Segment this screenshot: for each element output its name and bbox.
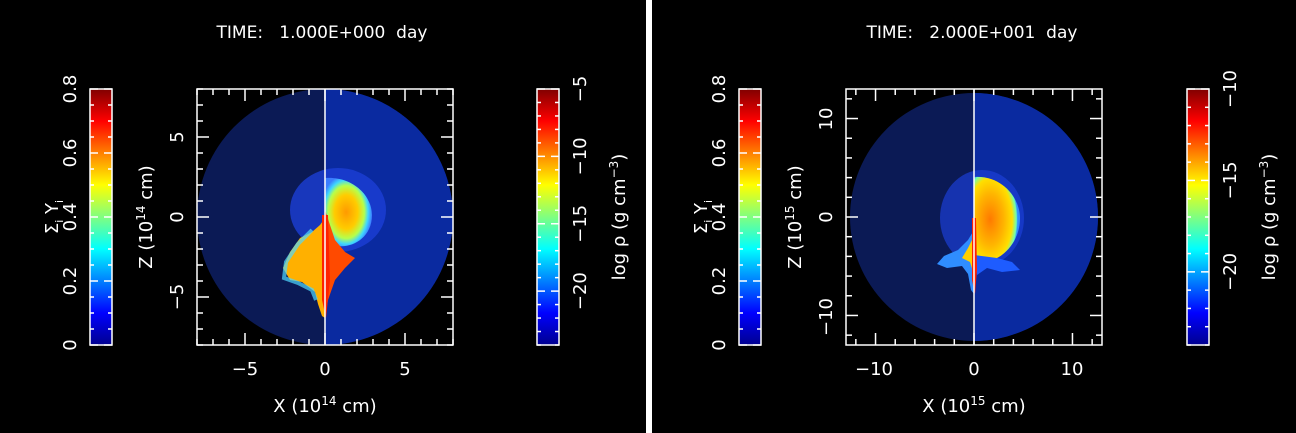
left-colorbar-ticks	[739, 88, 761, 346]
colorbar-tick-label: 0.2	[60, 267, 81, 296]
panel-title: TIME: 1.000E+000 day	[216, 23, 428, 43]
x-axis-label: X (1014 cm)	[273, 394, 376, 417]
y-tick-label: 10	[816, 108, 837, 131]
colorbar-tick-label: 0	[60, 339, 81, 350]
colorbar-tick-label: −10	[570, 137, 591, 175]
colorbar-tick-label: 0.6	[60, 139, 81, 168]
colorbar-tick-label: 0.8	[60, 75, 81, 104]
left-panel: TIME: 1.000E+000 day Σi Yi −5 0 5 X (101…	[0, 0, 646, 433]
right-colorbar	[536, 88, 560, 346]
x-tick-label: 0	[968, 359, 979, 380]
y-axis-label: Z (1015 cm)	[783, 165, 806, 268]
right-colorbar-ticks	[537, 88, 559, 346]
left-panel-svg: TIME: 1.000E+000 day Σi Yi −5 0 5 X (101…	[42, 23, 630, 417]
x-tick-label: 10	[1061, 359, 1084, 380]
y-tick-label: −5	[167, 284, 188, 311]
bubble	[325, 177, 372, 247]
jet-core	[322, 215, 330, 318]
left-plume-core	[962, 236, 974, 275]
heatmap-image	[197, 89, 453, 345]
disk-right-half	[974, 93, 1098, 341]
right-plume	[325, 210, 355, 316]
x-tick-label: 0	[319, 359, 330, 380]
colorbar-tick-label: 0.2	[709, 267, 730, 296]
y-tick-label: 0	[816, 211, 837, 222]
x-axis-label: X (1015 cm)	[922, 394, 1025, 417]
right-colorbar-label: log ρ (g cm−3)	[607, 154, 630, 281]
left-colorbar-ticks	[90, 88, 112, 346]
right-panel: TIME: 2.000E+001 day Σi Yi −10 0 10 X (1…	[652, 0, 1296, 433]
panel-title: TIME: 2.000E+001 day	[866, 23, 1078, 43]
colorbar-tick-label: −20	[1220, 253, 1241, 291]
x-tick-label: −10	[855, 359, 893, 380]
right-colorbar-ticks	[1187, 88, 1209, 346]
y-axis-label: Z (1014 cm)	[134, 165, 157, 268]
left-colorbar-label: Σi Yi	[42, 200, 66, 234]
left-plume	[283, 218, 325, 318]
plot-ticks	[846, 89, 1102, 345]
y-tick-label: −10	[816, 298, 837, 336]
colorbar-tick-label: 0.4	[709, 203, 730, 232]
colorbar-tick-label: −15	[570, 205, 591, 243]
colorbar-tick-label: 0.4	[60, 203, 81, 232]
right-plume	[974, 255, 1020, 275]
colorbar-tick-label: −5	[570, 76, 591, 103]
disk-right-half	[325, 89, 453, 345]
x-tick-label: 5	[399, 359, 410, 380]
colorbar-tick-label: 0	[709, 339, 730, 350]
colorbar-tick-label: −10	[1220, 70, 1241, 108]
colorbar-tick-label: −15	[1220, 161, 1241, 199]
colorbar-tick-label: 0.8	[709, 75, 730, 104]
plot-ticks	[196, 88, 454, 346]
left-colorbar-label: Σi Yi	[691, 200, 715, 234]
bubble	[974, 176, 1020, 262]
colorbar-tick-label: −20	[570, 272, 591, 310]
right-colorbar-label: log ρ (g cm−3)	[1257, 154, 1280, 281]
left-plume	[937, 230, 974, 294]
y-tick-label: 5	[167, 131, 188, 142]
right-panel-svg: TIME: 2.000E+001 day Σi Yi −10 0 10 X (1…	[691, 23, 1280, 417]
y-tick-label: 0	[167, 211, 188, 222]
left-plume-edge	[281, 228, 318, 301]
colorbar-tick-label: 0.6	[709, 139, 730, 168]
x-tick-label: −5	[232, 359, 259, 380]
